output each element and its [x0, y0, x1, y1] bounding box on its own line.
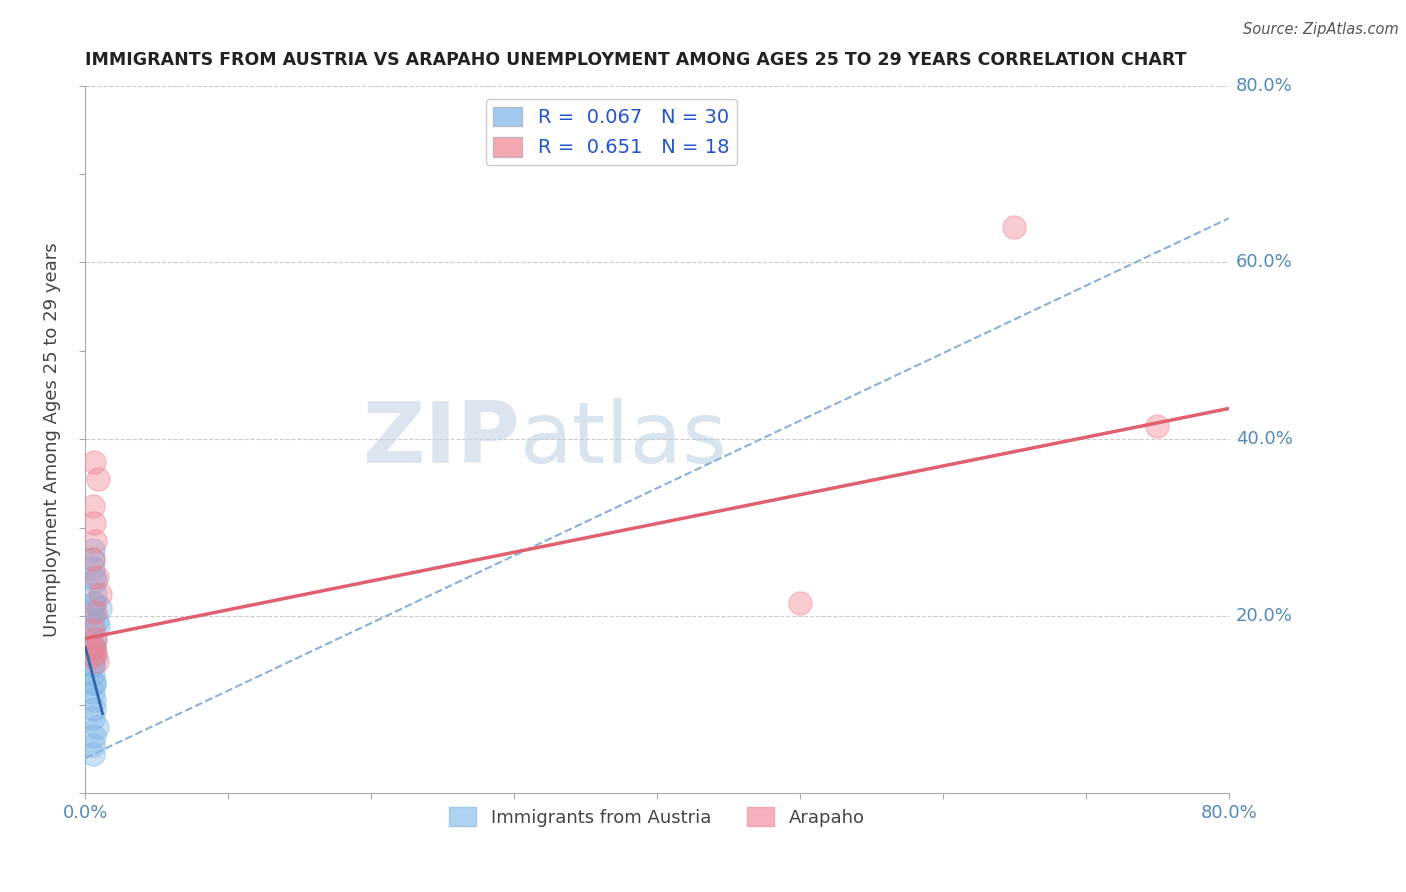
- Point: [86, 720, 108, 734]
- Point: [84, 534, 107, 549]
- Point: [86, 614, 108, 628]
- Point: [83, 675, 105, 690]
- Point: [83, 596, 105, 610]
- Point: [82, 618, 104, 632]
- Point: [86, 654, 108, 668]
- Point: [83, 454, 105, 468]
- Point: [83, 693, 105, 707]
- Point: [82, 543, 104, 558]
- Point: [89, 587, 111, 601]
- Point: [86, 569, 108, 583]
- Point: [83, 729, 105, 743]
- Text: 40.0%: 40.0%: [1236, 431, 1294, 449]
- Point: [82, 658, 104, 673]
- Text: atlas: atlas: [520, 398, 728, 481]
- Point: [789, 596, 811, 610]
- Point: [1146, 419, 1168, 434]
- Point: [84, 632, 107, 646]
- Y-axis label: Unemployment Among Ages 25 to 29 years: Unemployment Among Ages 25 to 29 years: [44, 242, 60, 637]
- Point: [83, 640, 105, 655]
- Point: [82, 499, 104, 513]
- Point: [83, 569, 105, 583]
- Point: [84, 645, 107, 659]
- Point: [82, 747, 104, 761]
- Point: [82, 623, 104, 637]
- Point: [83, 640, 105, 655]
- Point: [1004, 220, 1026, 235]
- Point: [82, 640, 104, 655]
- Point: [82, 738, 104, 752]
- Point: [84, 574, 107, 588]
- Point: [83, 596, 105, 610]
- Point: [84, 587, 107, 601]
- Point: [82, 666, 104, 681]
- Text: 60.0%: 60.0%: [1236, 253, 1292, 271]
- Point: [82, 605, 104, 619]
- Point: [87, 472, 110, 486]
- Point: [82, 684, 104, 698]
- Point: [82, 649, 104, 664]
- Legend: Immigrants from Austria, Arapaho: Immigrants from Austria, Arapaho: [441, 800, 872, 834]
- Text: Source: ZipAtlas.com: Source: ZipAtlas.com: [1243, 22, 1399, 37]
- Text: ZIP: ZIP: [363, 398, 520, 481]
- Point: [84, 632, 107, 646]
- Point: [82, 658, 104, 673]
- Point: [84, 649, 107, 664]
- Point: [83, 516, 105, 531]
- Text: 80.0%: 80.0%: [1236, 77, 1292, 95]
- Point: [83, 702, 105, 716]
- Point: [83, 675, 105, 690]
- Point: [82, 552, 104, 566]
- Text: IMMIGRANTS FROM AUSTRIA VS ARAPAHO UNEMPLOYMENT AMONG AGES 25 TO 29 YEARS CORREL: IMMIGRANTS FROM AUSTRIA VS ARAPAHO UNEMP…: [86, 51, 1187, 69]
- Point: [84, 605, 107, 619]
- Point: [82, 711, 104, 725]
- Point: [87, 618, 110, 632]
- Point: [82, 560, 104, 574]
- Point: [89, 600, 111, 615]
- Point: [82, 552, 104, 566]
- Text: 20.0%: 20.0%: [1236, 607, 1294, 625]
